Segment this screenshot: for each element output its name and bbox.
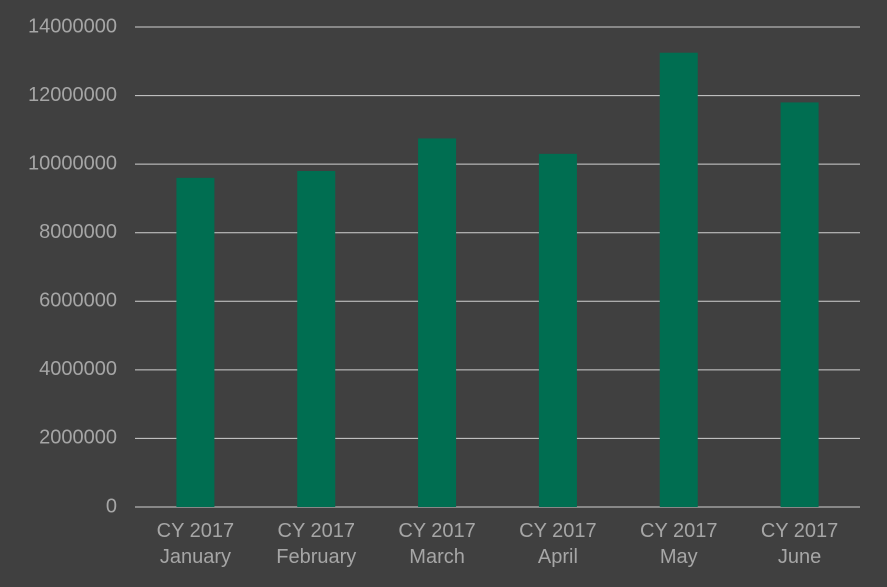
x-tick-label-line: January xyxy=(160,546,231,568)
x-tick-label: CY 2017 March xyxy=(398,520,475,568)
bar xyxy=(780,102,819,507)
x-tick-label: CY 2017 June xyxy=(761,520,838,568)
y-tick-label: 6000000 xyxy=(39,290,117,312)
y-tick-label: 8000000 xyxy=(39,221,117,243)
y-tick-label: 4000000 xyxy=(39,358,117,380)
x-tick-label-line: February xyxy=(276,546,356,568)
y-tick-label: 10000000 xyxy=(28,152,117,174)
bar xyxy=(538,153,577,507)
x-tick-label-line: CY 2017 xyxy=(761,520,838,542)
x-tick-label-line: CY 2017 xyxy=(640,520,717,542)
x-tick-label-line: CY 2017 xyxy=(519,520,596,542)
x-tick-label: CY 2017 February xyxy=(276,520,356,568)
bar xyxy=(659,52,698,507)
bar xyxy=(297,171,336,507)
x-tick-label-line: CY 2017 xyxy=(278,520,355,542)
x-tick-label-line: CY 2017 xyxy=(157,520,234,542)
x-tick-label-line: May xyxy=(660,546,698,568)
x-tick-label-line: March xyxy=(409,546,465,568)
x-tick-label: CY 2017 April xyxy=(519,520,596,568)
y-tick-label: 2000000 xyxy=(39,427,117,449)
x-tick-label: CY 2017 May xyxy=(640,520,717,568)
x-tick-label-line: CY 2017 xyxy=(398,520,475,542)
x-tick-label: CY 2017 January xyxy=(157,520,234,568)
bar xyxy=(176,177,215,507)
bar xyxy=(418,138,457,507)
y-tick-label: 0 xyxy=(106,495,117,517)
y-tick-label: 12000000 xyxy=(28,84,117,106)
y-tick-label: 14000000 xyxy=(28,15,117,37)
x-tick-label-line: June xyxy=(778,546,821,568)
x-tick-label-line: April xyxy=(538,546,578,568)
